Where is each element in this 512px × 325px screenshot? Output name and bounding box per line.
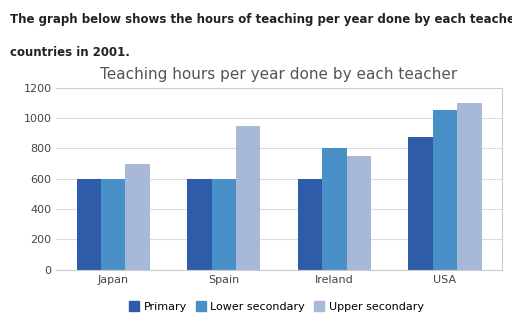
Bar [433, 111, 457, 270]
Bar [187, 179, 211, 270]
Bar [457, 103, 481, 270]
Bar [409, 137, 433, 270]
Bar [77, 179, 101, 270]
Bar [322, 149, 347, 270]
Title: Teaching hours per year done by each teacher: Teaching hours per year done by each tea… [100, 67, 458, 83]
Bar [101, 179, 125, 270]
Bar [347, 156, 371, 270]
Text: The graph below shows the hours of teaching per year done by each teacher in fou: The graph below shows the hours of teach… [10, 13, 512, 26]
Bar [211, 179, 236, 270]
Legend: Primary, Lower secondary, Upper secondary: Primary, Lower secondary, Upper secondar… [125, 297, 428, 316]
Bar [236, 126, 260, 270]
Bar [298, 179, 322, 270]
Bar [125, 163, 150, 270]
Text: countries in 2001.: countries in 2001. [10, 46, 130, 58]
